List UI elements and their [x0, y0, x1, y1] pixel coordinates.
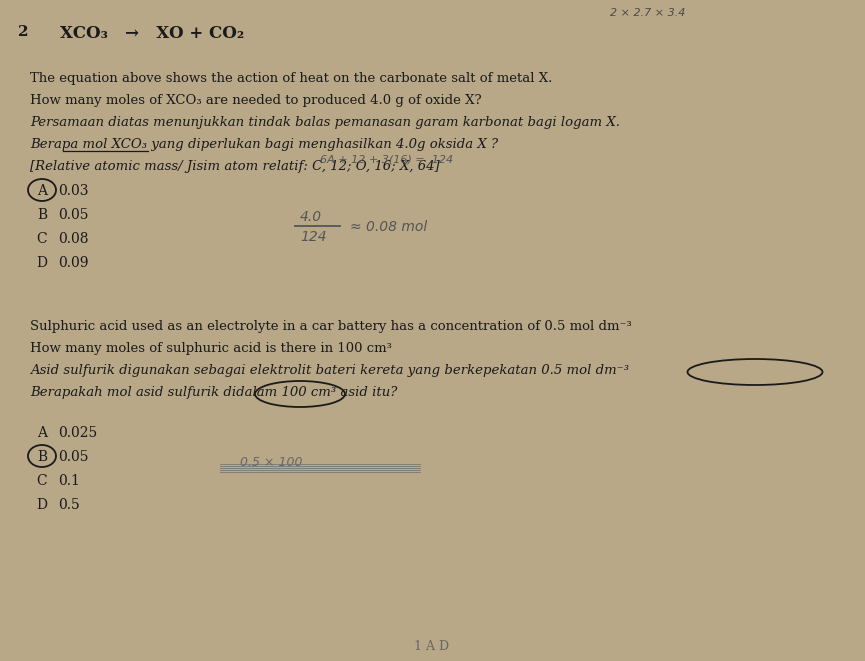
Text: D: D [36, 498, 48, 512]
Text: 2: 2 [18, 25, 29, 39]
Text: B: B [37, 208, 47, 222]
Text: A: A [37, 426, 47, 440]
Text: A: A [37, 184, 47, 198]
Text: 0.08: 0.08 [58, 232, 88, 246]
Text: The equation above shows the action of heat on the carbonate salt of metal X.: The equation above shows the action of h… [30, 72, 553, 85]
Text: 0.05: 0.05 [58, 450, 88, 464]
Text: 6A + 12 + 3(16) =  124: 6A + 12 + 3(16) = 124 [320, 155, 453, 165]
Text: 0.05: 0.05 [58, 208, 88, 222]
Text: 0.5: 0.5 [58, 498, 80, 512]
Text: XCO₃   →   XO + CO₂: XCO₃ → XO + CO₂ [60, 25, 244, 42]
Text: Persamaan diatas menunjukkan tindak balas pemanasan garam karbonat bagi logam X.: Persamaan diatas menunjukkan tindak bala… [30, 116, 620, 129]
Text: D: D [36, 256, 48, 270]
Text: ≈ 0.08 mol: ≈ 0.08 mol [350, 220, 427, 234]
Text: B: B [37, 450, 47, 464]
Text: 0.5 × 100: 0.5 × 100 [240, 456, 303, 469]
Text: C: C [36, 232, 48, 246]
Text: Asid sulfurik digunakan sebagai elektrolit bateri kereta yang berkepekatan 0.5 m: Asid sulfurik digunakan sebagai elektrol… [30, 364, 629, 377]
Text: 124: 124 [300, 230, 327, 244]
Text: Berapa mol XCO₃ yang diperlukan bagi menghasilkan 4.0g oksida X ?: Berapa mol XCO₃ yang diperlukan bagi men… [30, 138, 498, 151]
Text: Berapakah mol asid sulfurik didalam 100 cm³ asid itu?: Berapakah mol asid sulfurik didalam 100 … [30, 386, 397, 399]
Text: [Relative atomic mass/ Jisim atom relatif: C, 12; O, 16; X, 64]: [Relative atomic mass/ Jisim atom relati… [30, 160, 439, 173]
Text: How many moles of sulphuric acid is there in 100 cm³: How many moles of sulphuric acid is ther… [30, 342, 392, 355]
Text: Sulphuric acid used as an electrolyte in a car battery has a concentration of 0.: Sulphuric acid used as an electrolyte in… [30, 320, 631, 333]
Text: 0.1: 0.1 [58, 474, 80, 488]
Text: 0.09: 0.09 [58, 256, 88, 270]
Text: C: C [36, 474, 48, 488]
Text: 4.0: 4.0 [300, 210, 322, 224]
Text: 2 × 2.7 × 3.4: 2 × 2.7 × 3.4 [610, 8, 685, 18]
Text: 1 A D: 1 A D [414, 640, 450, 653]
Text: 0.03: 0.03 [58, 184, 88, 198]
Text: How many moles of XCO₃ are needed to produced 4.0 g of oxide X?: How many moles of XCO₃ are needed to pro… [30, 94, 482, 107]
Text: 0.025: 0.025 [58, 426, 97, 440]
